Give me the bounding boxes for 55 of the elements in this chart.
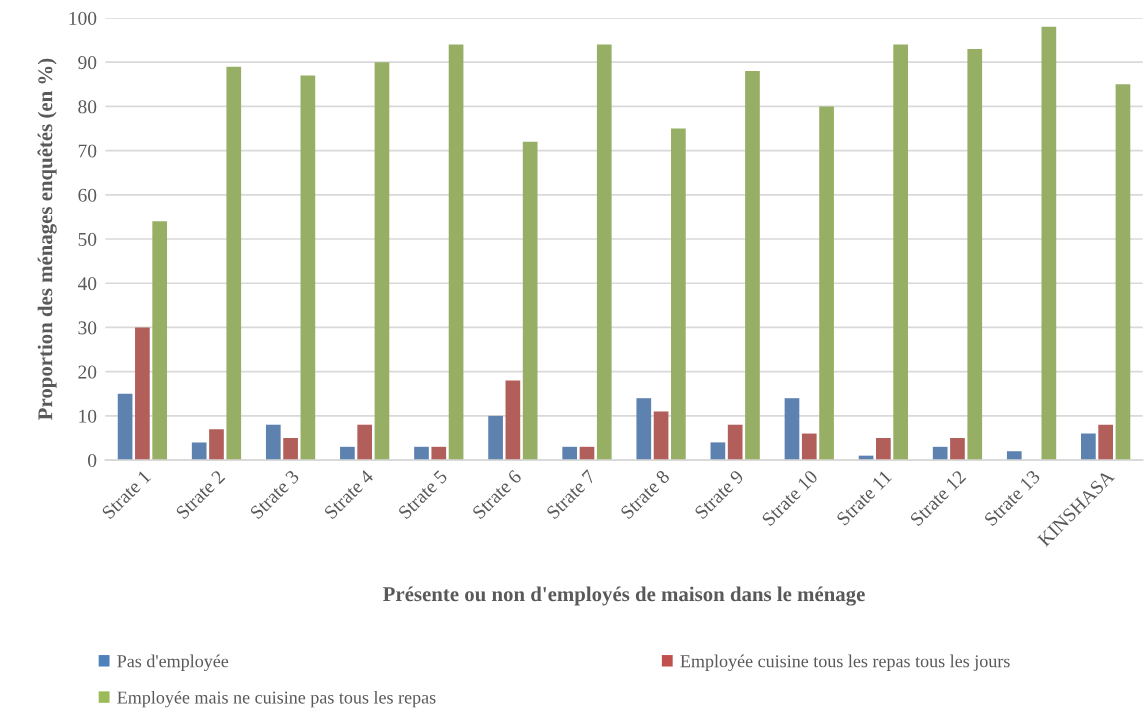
bar bbox=[152, 221, 168, 461]
y-tick-label: 70 bbox=[78, 144, 97, 158]
bar bbox=[357, 424, 373, 461]
bar bbox=[431, 446, 447, 461]
bar bbox=[1081, 433, 1096, 461]
bar bbox=[340, 446, 355, 461]
legend-label: Employée cuisine tous les repas tous les jours bbox=[680, 654, 1010, 672]
y-tick-label: 80 bbox=[78, 100, 97, 114]
bar bbox=[967, 48, 983, 461]
y-tick-label: 10 bbox=[79, 409, 97, 423]
bar bbox=[1115, 84, 1131, 461]
bar bbox=[893, 44, 909, 461]
bar bbox=[727, 424, 743, 461]
legend-label: Pas d'employée bbox=[117, 654, 229, 672]
bar bbox=[876, 437, 891, 461]
y-tick-label: 0 bbox=[88, 453, 97, 468]
y-tick-label: 60 bbox=[78, 188, 97, 202]
bar bbox=[784, 398, 800, 461]
bar bbox=[505, 380, 521, 461]
bar bbox=[117, 393, 133, 461]
bar bbox=[819, 106, 834, 461]
bar bbox=[448, 44, 464, 461]
x-axis-title: Présente ou non d'employés de maison dans le ménage bbox=[383, 586, 865, 606]
bar bbox=[191, 442, 207, 461]
bar bbox=[710, 442, 726, 461]
bar bbox=[596, 44, 612, 461]
bar bbox=[1006, 451, 1022, 461]
y-tick-label: 30 bbox=[78, 321, 97, 335]
y-tick-label: 40 bbox=[77, 277, 97, 291]
bar bbox=[300, 75, 316, 461]
bar bbox=[653, 411, 669, 461]
bar bbox=[209, 429, 224, 461]
y-tick-label: 100 bbox=[69, 11, 97, 25]
bar bbox=[932, 446, 948, 461]
bar bbox=[562, 446, 578, 461]
bar bbox=[801, 433, 817, 461]
y-axis-title: Proportion des ménages enquêtés (en %) bbox=[37, 58, 57, 420]
bar bbox=[636, 398, 652, 461]
bar bbox=[745, 71, 760, 461]
y-tick-label: 50 bbox=[78, 232, 97, 246]
bar bbox=[283, 437, 298, 461]
bar bbox=[488, 415, 503, 461]
bar bbox=[1098, 424, 1114, 461]
legend-label: Employée mais ne cuisine pas tous les repas bbox=[117, 690, 436, 708]
bar bbox=[414, 446, 429, 461]
y-tick-label: 20 bbox=[78, 365, 97, 379]
bar bbox=[1041, 26, 1057, 461]
bar bbox=[135, 327, 150, 461]
bar bbox=[522, 141, 538, 461]
y-tick-label: 90 bbox=[78, 56, 97, 70]
bar bbox=[671, 128, 686, 461]
bar bbox=[950, 437, 965, 461]
bar bbox=[265, 424, 281, 461]
bar bbox=[226, 66, 242, 461]
bar bbox=[374, 62, 390, 461]
